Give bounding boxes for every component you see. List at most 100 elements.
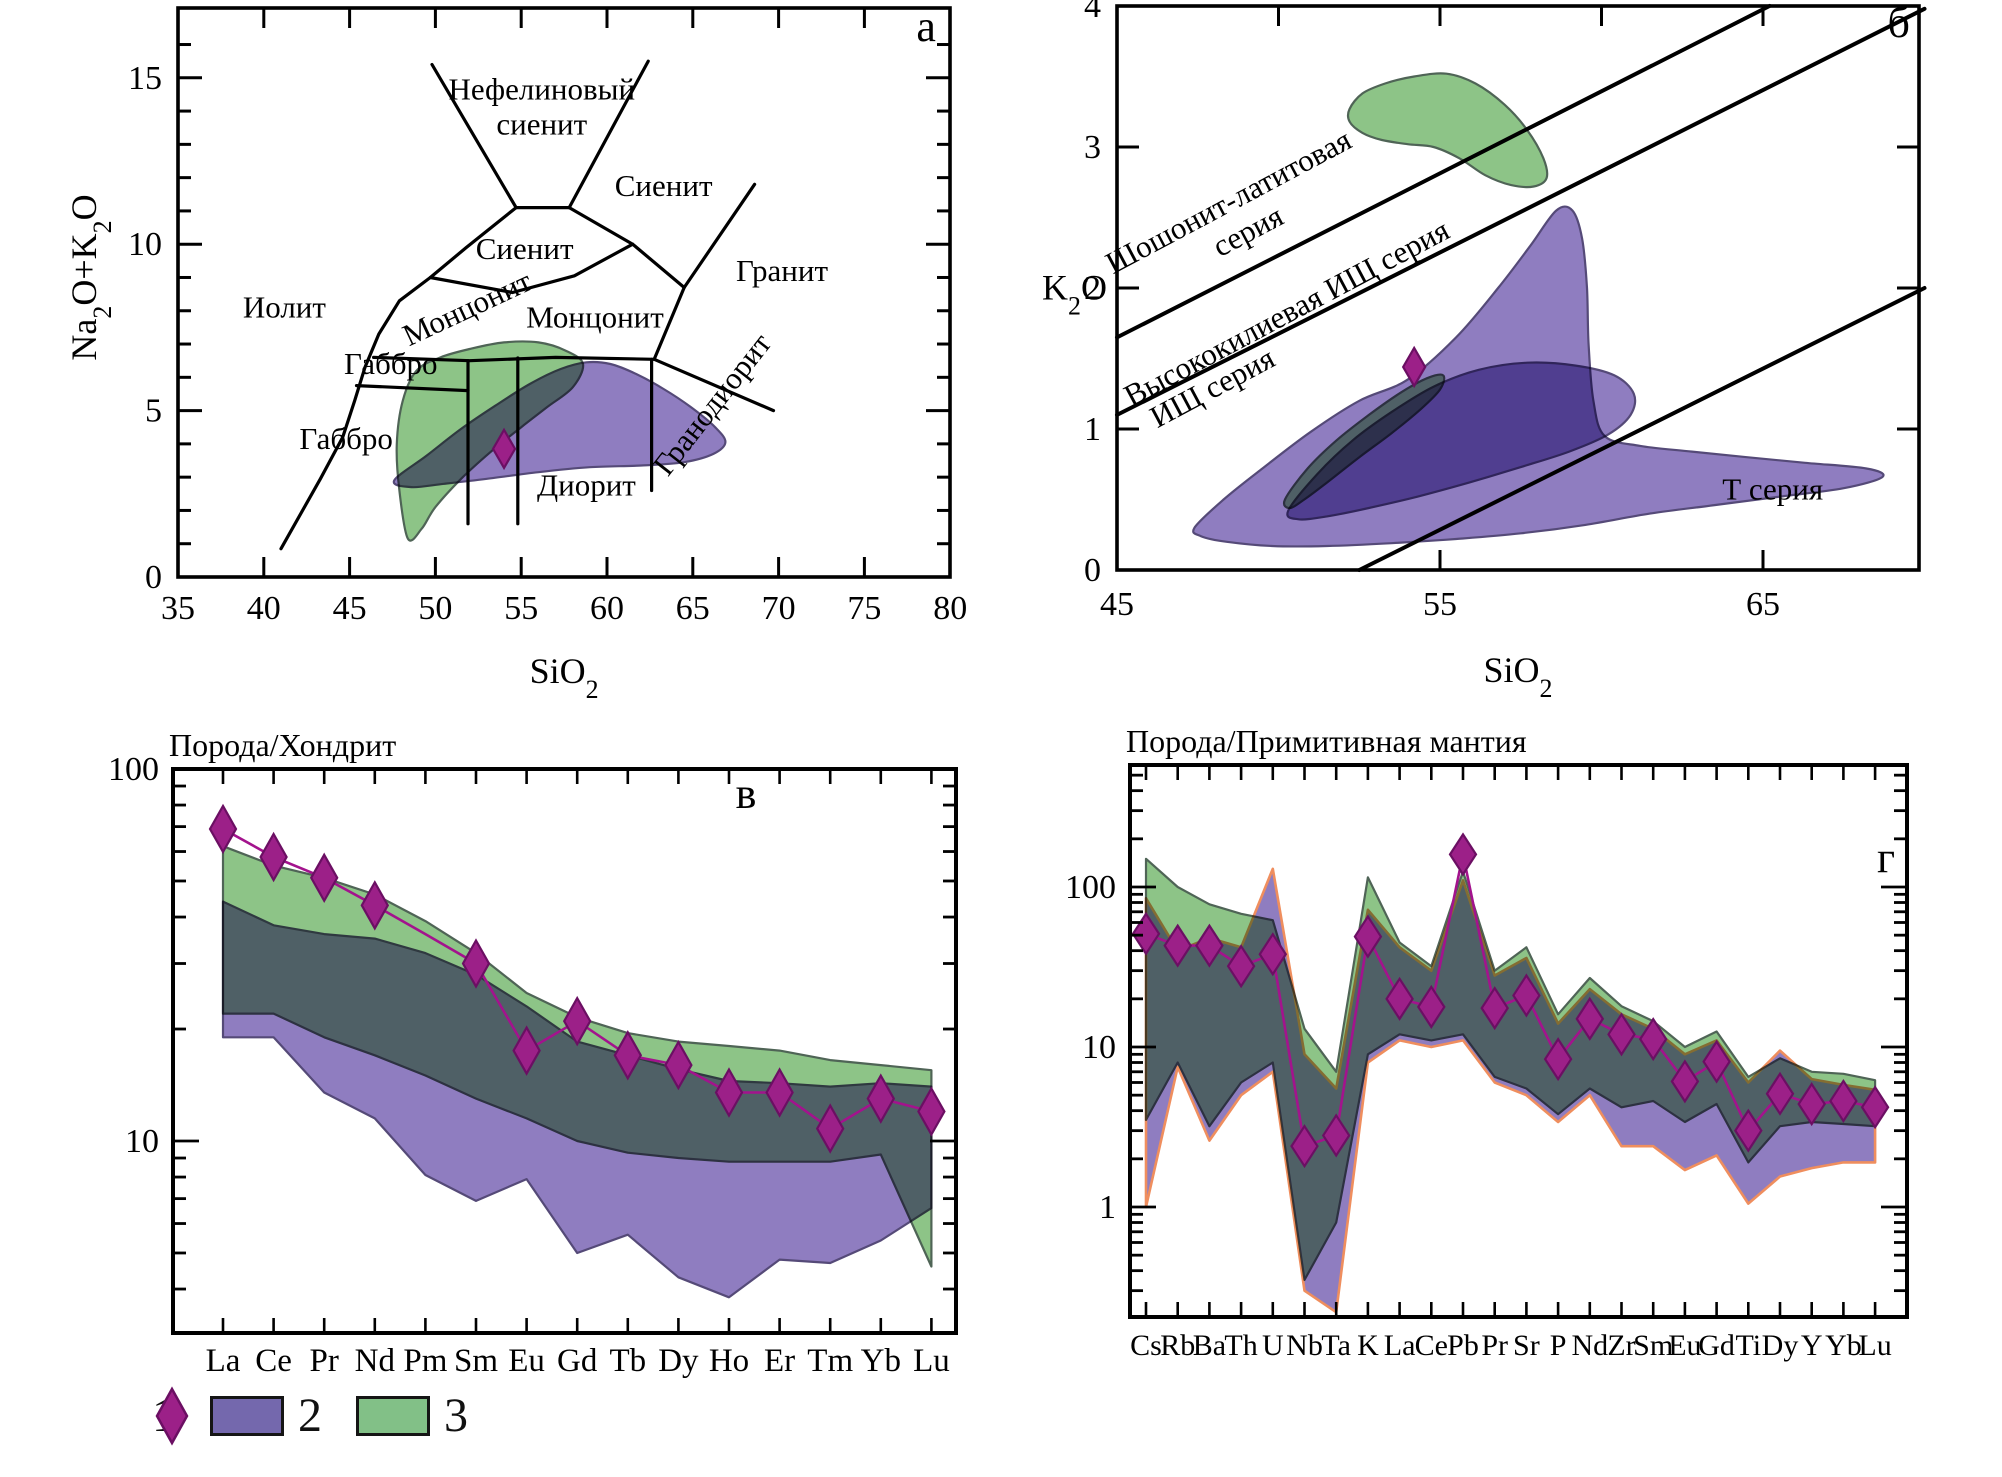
element-label: Cs <box>1130 1329 1162 1362</box>
field-label: Гранит <box>736 253 828 288</box>
y-tick-label: 1 <box>1084 411 1101 448</box>
green-field-small <box>1282 373 1446 510</box>
field-label: Иолит <box>243 289 327 324</box>
green-field <box>395 340 585 542</box>
field-label: Нефелиновый <box>449 71 636 106</box>
y-tick-label: 1 <box>1099 1189 1116 1226</box>
y-tick-label: 100 <box>108 751 159 788</box>
x-tick-label: 55 <box>1423 586 1457 623</box>
sample-diamond-marker <box>512 1025 541 1076</box>
sample-diamond-marker <box>866 1073 896 1124</box>
x-tick-label: 45 <box>333 590 367 627</box>
element-label: Ce <box>1415 1329 1448 1362</box>
x-tick-label: 55 <box>504 590 538 627</box>
element-label: Dy <box>658 1343 699 1379</box>
element-label: Gd <box>1698 1329 1735 1362</box>
sample-diamond-marker <box>1448 832 1478 877</box>
y-axis-label: K2O <box>1042 267 1107 320</box>
element-label: Lu <box>913 1343 950 1379</box>
element-label: Yb <box>861 1343 901 1379</box>
element-label: Dy <box>1762 1329 1799 1362</box>
legend: 1 2 3 <box>152 1386 468 1446</box>
element-label: Y <box>1801 1329 1823 1362</box>
x-axis-label: SiO2 <box>1484 650 1553 703</box>
sample-diamond-marker <box>1860 1085 1890 1130</box>
y-tick-label: 10 <box>1082 1029 1116 1066</box>
sample-diamond-marker <box>491 427 517 471</box>
element-label: Th <box>1224 1329 1257 1362</box>
element-label: Gd <box>557 1343 598 1379</box>
y-tick-label: 15 <box>128 60 162 97</box>
y-tick-label: 0 <box>1084 552 1101 589</box>
y-tick-label: 10 <box>128 226 162 263</box>
y-tick-label: 0 <box>145 559 162 596</box>
sample-diamond-marker <box>917 1086 946 1137</box>
element-label: Lu <box>1858 1329 1891 1362</box>
chart-title: Порода/Хондрит <box>169 727 396 763</box>
sample-diamond-marker <box>461 938 491 989</box>
element-label: Pr <box>310 1343 339 1379</box>
panel-b-k2o-sio2-diagram: 45 55 6501234SiO2K2OШошонит-латитоваясерия… <box>1042 0 1927 703</box>
element-label: Sm <box>1633 1329 1673 1362</box>
element-label: Ho <box>709 1343 749 1379</box>
element-label: Tb <box>609 1343 646 1379</box>
sample-diamond-marker <box>613 1030 643 1081</box>
field-label: сиенит <box>496 106 587 141</box>
legend-item-label: 2 <box>298 1389 322 1442</box>
sample-diamond-marker <box>1512 973 1541 1018</box>
element-label: Ta <box>1321 1329 1351 1362</box>
element-labels: La Ce Pr Nd Pm Sm Eu Gd Tb Dy Ho Er Tm Yb Lu <box>206 1343 950 1379</box>
panel-letter: г <box>1877 833 1895 882</box>
axes: 1 10 100 <box>1065 763 1909 1319</box>
axes: 10 100 <box>108 751 958 1335</box>
sample-diamond-marker <box>1401 345 1427 389</box>
x-tick-label: 35 <box>161 590 195 627</box>
panel-v-ree-chondrite-spider: 10 100 La Ce Pr Nd Pm Sm Eu Gd Tb Dy Ho Er Tm Yb Lu Пород… <box>108 727 958 1379</box>
composition-bands <box>221 845 933 1299</box>
element-label: Sr <box>1513 1329 1540 1362</box>
sample-diamond-marker <box>765 1067 794 1118</box>
sample-diamond-marker <box>1607 1012 1636 1057</box>
axes: 45 55 65 0 1 2 3 4 SiO2 K2O <box>1042 0 1921 703</box>
x-tick-label: 70 <box>762 590 796 627</box>
panel-a-tas-diagram: 35 40 45 50 55 60 65 70 75 80 0 5 10 15 SiO2 Na2O+K2O Не… <box>64 2 967 704</box>
sample-diamond-marker <box>1321 1113 1351 1158</box>
element-label: Ba <box>1193 1329 1226 1362</box>
y-tick-label: 2 <box>1084 270 1101 307</box>
legend-item-2: 2 <box>210 1392 322 1440</box>
y-tick-label: 4 <box>1084 0 1101 25</box>
green-band <box>1144 857 1877 1281</box>
sample-diamond-marker <box>1290 1124 1319 1169</box>
field-label: Габбро <box>299 421 392 456</box>
x-axis-label: SiO2 <box>530 651 599 704</box>
sample-diamond-marker <box>1163 923 1193 968</box>
rock-fields <box>392 340 727 542</box>
sample-diamond-marker <box>714 1067 744 1118</box>
element-label: K <box>1357 1329 1379 1362</box>
sample-diamond-marker <box>1765 1071 1795 1116</box>
panel-letter: а <box>916 2 936 51</box>
sample-diamond-marker <box>309 852 339 904</box>
field-label: Сиенит <box>615 168 713 203</box>
chart-title: Порода/Примитивная мантия <box>1126 723 1527 759</box>
rock-fields <box>1192 72 1885 548</box>
axes: 35 40 45 50 55 60 65 70 75 80 0 5 10 15 SiO2 Na2O+K2O <box>64 6 967 704</box>
field-label: Монцонит <box>397 263 537 353</box>
sample-series <box>1131 832 1890 1169</box>
field-label: Габбро <box>344 346 437 381</box>
element-label: Er <box>764 1343 795 1379</box>
element-label: Pm <box>403 1343 447 1379</box>
x-tick-label: 50 <box>418 590 452 627</box>
x-tick-label: 75 <box>847 590 881 627</box>
y-tick-label: 100 <box>1065 869 1116 906</box>
x-tick-label: 65 <box>1746 586 1780 623</box>
panel-letter: в <box>736 769 757 818</box>
x-tick-label: 60 <box>590 590 624 627</box>
sample-diamond-marker <box>1702 1039 1731 1084</box>
element-label: Pb <box>1447 1329 1479 1362</box>
field-label: Диорит <box>537 467 636 502</box>
sample-diamond-marker <box>1195 923 1224 968</box>
element-label: La <box>206 1343 241 1379</box>
